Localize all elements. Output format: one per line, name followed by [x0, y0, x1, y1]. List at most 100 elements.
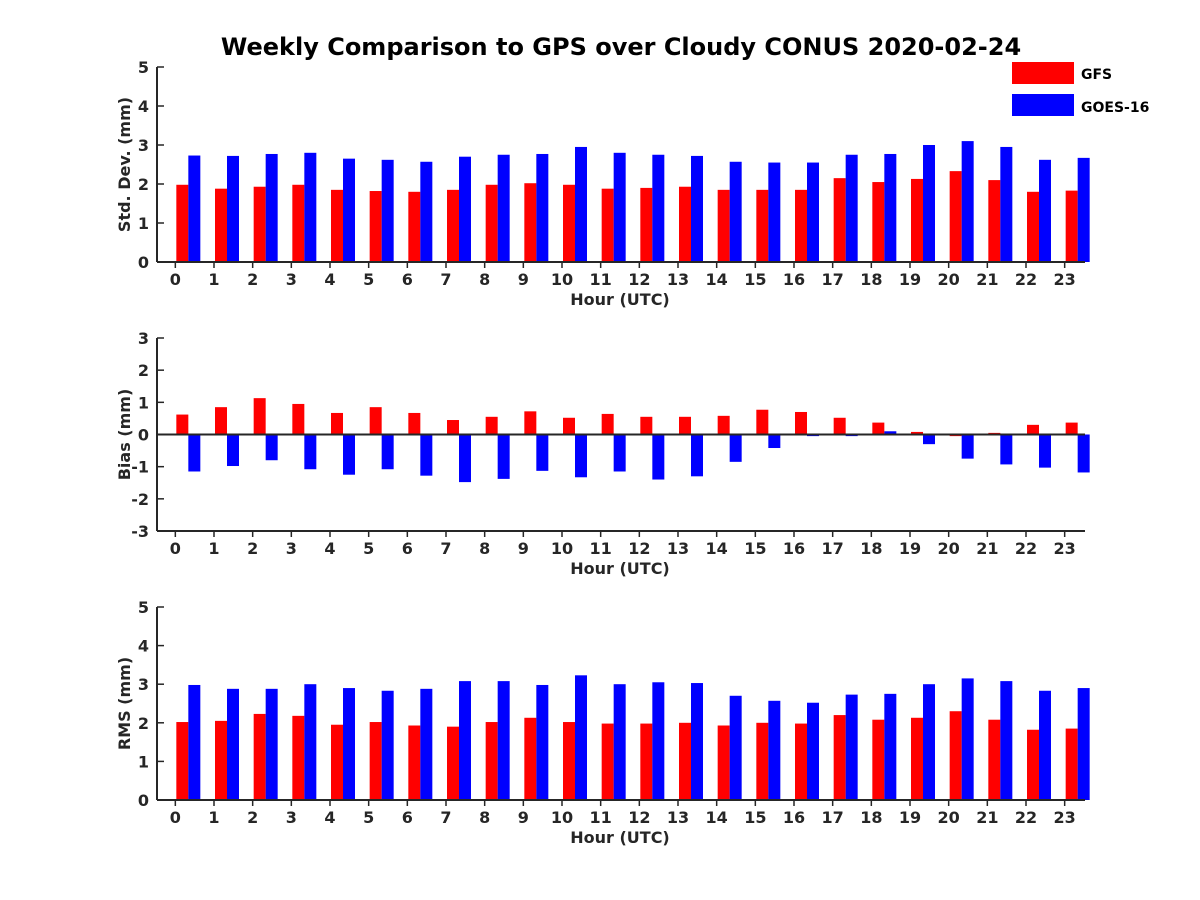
bias-bar-gfs-3 [292, 403, 305, 435]
rms-x-tick-label: 20 [938, 808, 960, 827]
rms-x-tick-label: 6 [402, 808, 413, 827]
stddev-bar-goes16-18 [884, 153, 897, 262]
rms-x-axis-label: Hour (UTC) [570, 828, 670, 847]
bias-bar-goes16-12 [652, 434, 665, 480]
stddev-y-tick-label: 2 [138, 175, 149, 194]
stddev-bar-gfs-3 [292, 184, 305, 262]
bias-x-axis-label: Hour (UTC) [570, 559, 670, 578]
stddev-bar-goes16-14 [729, 161, 742, 262]
bias-x-tick-label: 20 [938, 539, 960, 558]
bias-y-tick-label: 3 [138, 329, 149, 348]
bias-bar-goes16-3 [304, 434, 317, 470]
rms-bar-gfs-13 [679, 722, 691, 800]
stddev-bar-gfs-9 [524, 183, 537, 262]
stddev-x-tick-label: 6 [402, 270, 413, 289]
stddev-bar-goes16-5 [381, 159, 394, 262]
stddev-bar-gfs-7 [447, 189, 459, 262]
rms-bar-gfs-11 [601, 723, 614, 800]
rms-bar-goes16-1 [227, 688, 239, 800]
rms-bar-goes16-16 [807, 702, 819, 800]
bias-y-tick-label: -3 [131, 522, 149, 541]
rms-y-tick-label: 3 [138, 675, 149, 694]
rms-bar-goes16-13 [691, 683, 703, 800]
rms-y-tick-label: 2 [138, 714, 149, 733]
stddev-bar-goes16-6 [420, 161, 433, 262]
stddev-bar-goes16-12 [652, 154, 665, 262]
rms-bar-goes16-14 [729, 695, 742, 800]
bias-bar-gfs-5 [369, 407, 382, 435]
bias-bar-goes16-23 [1077, 434, 1090, 473]
bias-x-tick-label: 4 [324, 539, 335, 558]
rms-bar-goes16-12 [652, 682, 665, 800]
stddev-bar-gfs-1 [215, 188, 227, 262]
rms-bar-gfs-14 [717, 725, 730, 800]
rms-bar-gfs-20 [949, 711, 962, 800]
stddev-x-tick-label: 3 [286, 270, 297, 289]
rms-bar-gfs-17 [833, 715, 846, 800]
stddev-bar-gfs-21 [988, 180, 1001, 262]
bias-bar-goes16-22 [1039, 434, 1051, 468]
bias-bar-goes16-4 [343, 434, 355, 475]
bias-x-tick-label: 22 [1015, 539, 1037, 558]
stddev-bar-goes16-17 [845, 154, 858, 262]
rms-x-tick-label: 15 [744, 808, 766, 827]
rms-bar-goes16-19 [923, 684, 935, 800]
bias-x-tick-label: 8 [479, 539, 490, 558]
stddev-y-tick-label: 0 [138, 253, 149, 272]
rms-bar-goes16-20 [961, 678, 974, 800]
rms-x-tick-label: 3 [286, 808, 297, 827]
rms-x-tick-label: 11 [590, 808, 612, 827]
stddev-bar-gfs-4 [331, 189, 343, 262]
rms-x-tick-label: 12 [628, 808, 650, 827]
stddev-x-tick-label: 7 [440, 270, 451, 289]
stddev-y-tick-label: 4 [138, 97, 149, 116]
rms-x-tick-label: 18 [860, 808, 882, 827]
stddev-bar-gfs-15 [756, 189, 769, 262]
rms-bar-gfs-19 [911, 717, 923, 800]
rms-y-tick-label: 0 [138, 791, 149, 810]
bias-x-tick-label: 5 [363, 539, 374, 558]
bias-bar-gfs-11 [601, 413, 614, 435]
rms-bar-goes16-7 [459, 681, 471, 800]
stddev-bar-gfs-2 [253, 186, 266, 262]
bias-bar-gfs-1 [215, 407, 227, 435]
bias-x-tick-label: 21 [976, 539, 998, 558]
stddev-bar-goes16-23 [1077, 157, 1090, 262]
stddev-bar-goes16-3 [304, 152, 317, 262]
stddev-x-tick-label: 13 [667, 270, 689, 289]
rms-bar-goes16-23 [1077, 688, 1090, 800]
rms-bar-goes16-9 [536, 684, 549, 800]
stddev-bar-goes16-1 [227, 155, 239, 262]
stddev-x-tick-label: 4 [324, 270, 335, 289]
stddev-x-tick-label: 18 [860, 270, 882, 289]
bias-bar-gfs-16 [795, 411, 807, 435]
rms-x-tick-label: 14 [706, 808, 728, 827]
stddev-bar-gfs-6 [408, 191, 421, 262]
stddev-bar-gfs-11 [601, 188, 614, 262]
rms-x-tick-label: 0 [170, 808, 181, 827]
rms-x-tick-label: 16 [783, 808, 805, 827]
rms-bar-gfs-15 [756, 722, 769, 800]
rms-bar-goes16-18 [884, 693, 897, 800]
stddev-bar-gfs-13 [679, 186, 691, 262]
legend-swatch-gfs [1012, 62, 1074, 84]
stddev-bar-goes16-2 [265, 153, 278, 262]
bias-x-tick-label: 12 [628, 539, 650, 558]
rms-x-tick-label: 13 [667, 808, 689, 827]
rms-bar-goes16-0 [188, 684, 201, 800]
bias-bar-gfs-10 [563, 417, 575, 435]
bias-bar-goes16-0 [188, 434, 201, 472]
rms-y-tick-label: 4 [138, 637, 149, 656]
stddev-x-axis-label: Hour (UTC) [570, 290, 670, 309]
rms-x-tick-label: 21 [976, 808, 998, 827]
stddev-bar-goes16-9 [536, 153, 549, 262]
bias-bar-gfs-23 [1065, 422, 1078, 435]
rms-x-tick-label: 7 [440, 808, 451, 827]
bias-bar-goes16-1 [227, 434, 239, 467]
stddev-x-tick-label: 19 [899, 270, 921, 289]
stddev-x-tick-label: 8 [479, 270, 490, 289]
rms-bar-gfs-8 [485, 722, 498, 800]
bias-x-tick-label: 7 [440, 539, 451, 558]
